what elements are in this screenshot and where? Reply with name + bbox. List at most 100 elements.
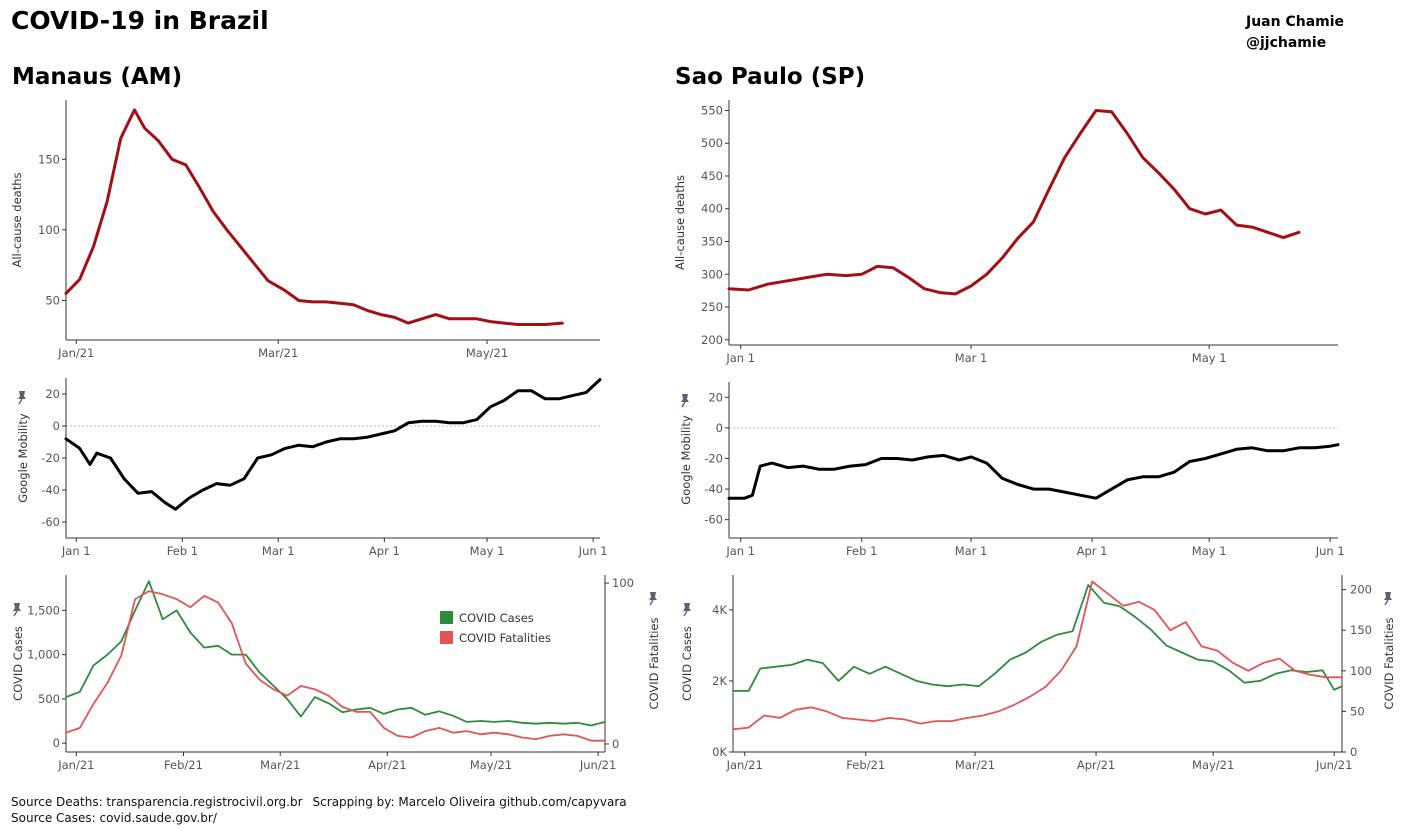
y2-tick-label: 150 xyxy=(1350,623,1372,637)
x-tick-label: Mar/21 xyxy=(258,346,298,360)
x-tick-label: Jan/21 xyxy=(57,758,94,772)
chart-manaus-deaths: 50 100 150 Jan/21 Mar/21 May/21 All-cause deat… xyxy=(10,100,600,360)
source-cases: Source Cases: covid.saude.gov.br/ xyxy=(11,811,217,825)
source-deaths: Source Deaths: transparencia.registrociv… xyxy=(11,795,303,809)
series-line-covid-cases xyxy=(732,584,1343,692)
y-tick-label: 20 xyxy=(45,387,60,401)
x-tick-label: May/21 xyxy=(466,346,508,360)
y-tick-label: -20 xyxy=(41,451,60,465)
y-tick-label: 0 xyxy=(53,736,60,750)
y-tick-label: -40 xyxy=(704,482,723,496)
y-tick-label: -60 xyxy=(704,513,723,527)
y-tick-label: 1,000 xyxy=(27,648,60,662)
y-axis-title: COVID Cases xyxy=(680,626,694,701)
source-scrapping: Scrapping by: Marcelo Oliveira github.co… xyxy=(312,795,627,809)
series-line-all-cause-deaths xyxy=(64,108,564,326)
pin-icon[interactable] xyxy=(18,391,26,405)
y-tick-label: 500 xyxy=(701,136,723,150)
y-axis-title: COVID Cases xyxy=(11,626,25,701)
x-tick-label: Feb/21 xyxy=(164,758,203,772)
y-tick-label: 500 xyxy=(38,692,60,706)
y2-axis-title: COVID Fatalities xyxy=(647,618,661,710)
x-tick-label: May 1 xyxy=(1192,351,1227,365)
pin-icon[interactable] xyxy=(649,592,657,606)
pin-icon[interactable] xyxy=(683,603,691,617)
x-tick-label: Jan/21 xyxy=(726,758,763,772)
y-tick-label: 0 xyxy=(716,421,723,435)
chart-manaus-mobility: -60 -40 -20 0 20 Jan 1 Feb 1 Mar 1 Apr 1 May 1 Jun… xyxy=(16,378,608,558)
y-tick-label: 1,500 xyxy=(27,603,60,617)
page-title: COVID-19 in Brazil xyxy=(11,6,269,35)
chart-manaus-cases: 0 500 1,000 1,500 0 100 Jan/21 Feb/21 Mar/21 Apr/… xyxy=(11,575,661,772)
series-line-covid-fatalities xyxy=(65,590,606,742)
x-tick-label: Feb 1 xyxy=(167,544,198,558)
y-tick-label: 20 xyxy=(708,390,723,404)
y-tick-label: 100 xyxy=(38,223,60,237)
series-line-google-mobility xyxy=(727,443,1340,500)
y-tick-label: -60 xyxy=(41,515,60,529)
legend-label: COVID Cases xyxy=(459,611,534,625)
y-tick-label: 0K xyxy=(712,745,727,759)
series-line-google-mobility xyxy=(64,378,602,511)
x-tick-label: Jan/21 xyxy=(57,346,94,360)
y-tick-label: 50 xyxy=(45,293,60,307)
chart-sao-paulo-mobility: -60 -40 -20 0 20 Jan 1 Feb 1 Mar 1 Apr 1 May 1 Jun… xyxy=(679,382,1345,558)
y-tick-label: 450 xyxy=(701,169,723,183)
x-tick-label: May 1 xyxy=(1192,544,1227,558)
y-tick-label: 550 xyxy=(701,103,723,117)
y-tick-label: 200 xyxy=(701,333,723,347)
chart-sao-paulo-deaths: 200 250 300 350 400 450 500 550 Jan 1 Mar 1 May 1 A… xyxy=(673,100,1338,365)
x-tick-label: Apr 1 xyxy=(369,544,400,558)
y-axis-title: Google Mobility xyxy=(16,413,30,503)
x-tick-label: Mar 1 xyxy=(955,351,988,365)
x-tick-label: Jun/21 xyxy=(579,758,616,772)
pin-icon[interactable] xyxy=(681,394,689,408)
x-tick-label: May/21 xyxy=(1192,758,1234,772)
chart-sao-paulo-cases: 0K 2K 4K 0 50 100 150 200 Jan/21 Feb/21 Mar/21 Apr/… xyxy=(680,575,1396,772)
pin-icon[interactable] xyxy=(1384,592,1392,606)
legend-label: COVID Fatalities xyxy=(459,631,551,645)
author-handle: @jjchamie xyxy=(1246,35,1327,51)
y-axis-title: All-cause deaths xyxy=(10,172,24,267)
y-tick-label: 4K xyxy=(712,603,727,617)
y2-tick-label: 100 xyxy=(612,576,634,590)
x-tick-label: Jun 1 xyxy=(578,544,608,558)
y-axis-title: All-cause deaths xyxy=(673,175,687,270)
y2-tick-label: 0 xyxy=(612,737,619,751)
legend-swatch xyxy=(440,631,453,644)
x-tick-label: Apr/21 xyxy=(1077,758,1115,772)
y2-axis-title: COVID Fatalities xyxy=(1382,618,1396,710)
y-axis-title: Google Mobility xyxy=(679,415,693,505)
x-tick-label: Feb 1 xyxy=(846,544,877,558)
y-tick-label: -20 xyxy=(704,451,723,465)
charts-canvas: 50 100 150 Jan/21 Mar/21 May/21 All-cause deat… xyxy=(10,100,1396,772)
series-line-covid-fatalities xyxy=(732,580,1343,731)
y-tick-label: 2K xyxy=(712,674,727,688)
x-tick-label: Jan 1 xyxy=(725,544,755,558)
x-tick-label: Mar 1 xyxy=(955,544,988,558)
y2-tick-label: 0 xyxy=(1350,745,1357,759)
series-line-all-cause-deaths xyxy=(727,109,1301,296)
x-tick-label: Jan 1 xyxy=(61,544,91,558)
x-tick-label: Jun 1 xyxy=(1315,544,1345,558)
x-tick-label: Feb/21 xyxy=(846,758,885,772)
sources-block: Source Deaths: transparencia.registrociv… xyxy=(11,794,627,826)
x-tick-label: Mar/21 xyxy=(260,758,300,772)
x-tick-label: Apr/21 xyxy=(368,758,406,772)
y2-tick-label: 200 xyxy=(1350,583,1372,597)
y-tick-label: 350 xyxy=(701,234,723,248)
y-tick-label: 400 xyxy=(701,202,723,216)
series-line-covid-cases xyxy=(65,580,606,727)
x-tick-label: Mar 1 xyxy=(262,544,295,558)
x-tick-label: May 1 xyxy=(470,544,505,558)
legend-swatch xyxy=(440,611,453,624)
y-tick-label: 250 xyxy=(701,300,723,314)
author-name: Juan Chamie xyxy=(1246,14,1345,30)
x-tick-label: Jun/21 xyxy=(1315,758,1352,772)
y2-tick-label: 100 xyxy=(1350,664,1372,678)
y-tick-label: -40 xyxy=(41,483,60,497)
y-tick-label: 0 xyxy=(53,419,60,433)
x-tick-label: May/21 xyxy=(470,758,512,772)
pin-icon[interactable] xyxy=(13,603,21,617)
panel-title-sao-paulo: Sao Paulo (SP) xyxy=(675,64,866,90)
